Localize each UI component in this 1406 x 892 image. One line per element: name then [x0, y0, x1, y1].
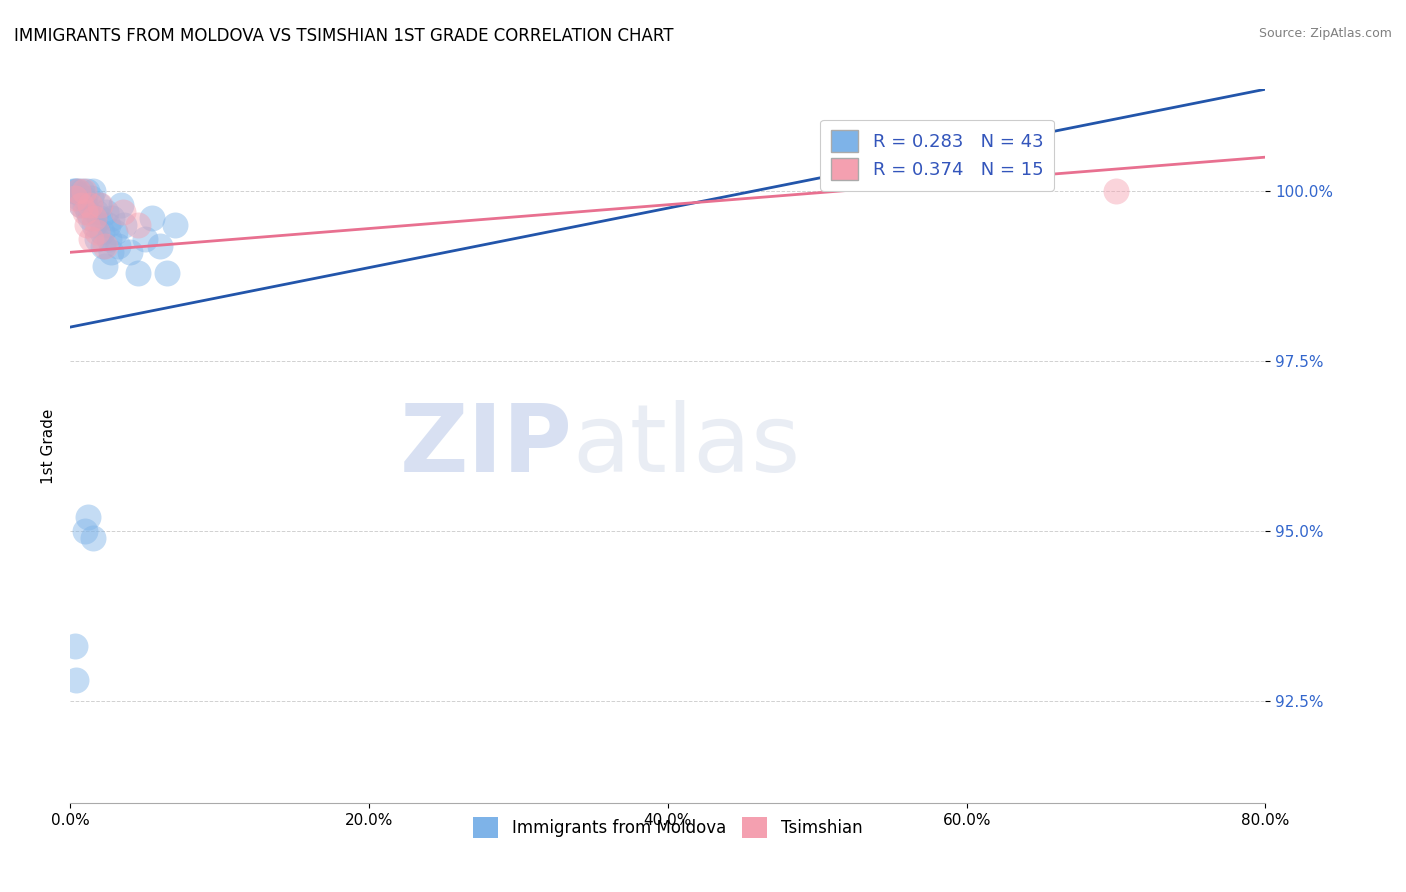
Point: [91, 238, 114, 252]
Point: [76, 184, 98, 198]
Point: [89, 211, 111, 226]
Point: [101, 211, 124, 226]
Point: [75, 524, 97, 538]
Point: [66, 184, 89, 198]
Point: [67, 191, 90, 205]
Point: [163, 218, 186, 232]
Text: IMMIGRANTS FROM MOLDOVA VS TSIMSHIAN 1ST GRADE CORRELATION CHART: IMMIGRANTS FROM MOLDOVA VS TSIMSHIAN 1ST…: [14, 27, 673, 45]
Point: [127, 218, 149, 232]
Point: [84, 204, 107, 219]
Point: [77, 204, 100, 219]
Point: [65, 184, 87, 198]
Point: [111, 204, 134, 219]
Point: [87, 198, 110, 212]
Point: [66, 184, 89, 198]
Point: [80, 232, 103, 246]
Point: [62, 184, 84, 198]
Point: [70, 184, 93, 198]
Point: [65, 673, 87, 688]
Point: [80, 191, 103, 205]
Point: [69, 198, 91, 212]
Point: [86, 232, 108, 246]
Point: [75, 198, 97, 212]
Point: [120, 245, 141, 260]
Point: [156, 266, 179, 280]
Point: [73, 191, 96, 205]
Point: [82, 531, 104, 545]
Text: ZIP: ZIP: [399, 400, 572, 492]
Point: [149, 238, 172, 252]
Point: [96, 204, 117, 219]
Point: [112, 218, 135, 232]
Point: [93, 259, 115, 273]
Point: [93, 238, 115, 252]
Point: [100, 245, 122, 260]
Legend: Immigrants from Moldova, Tsimshian: Immigrants from Moldova, Tsimshian: [467, 811, 869, 845]
Point: [98, 232, 121, 246]
Point: [104, 225, 127, 239]
Point: [89, 198, 111, 212]
Point: [73, 184, 96, 198]
Point: [69, 198, 91, 212]
Point: [1105, 184, 1128, 198]
Point: [63, 640, 86, 654]
Point: [63, 184, 86, 198]
Point: [90, 225, 112, 239]
Point: [97, 218, 120, 232]
Point: [107, 238, 129, 252]
Text: atlas: atlas: [572, 400, 800, 492]
Point: [141, 211, 163, 226]
Point: [75, 204, 97, 219]
Point: [77, 510, 100, 524]
Point: [82, 184, 104, 198]
Y-axis label: 1st Grade: 1st Grade: [41, 409, 56, 483]
Point: [110, 198, 132, 212]
Point: [79, 198, 101, 212]
Point: [127, 266, 149, 280]
Point: [63, 191, 86, 205]
Point: [86, 225, 108, 239]
Point: [83, 211, 105, 226]
Point: [79, 211, 101, 226]
Text: Source: ZipAtlas.com: Source: ZipAtlas.com: [1258, 27, 1392, 40]
Point: [83, 218, 105, 232]
Point: [134, 232, 156, 246]
Point: [76, 218, 98, 232]
